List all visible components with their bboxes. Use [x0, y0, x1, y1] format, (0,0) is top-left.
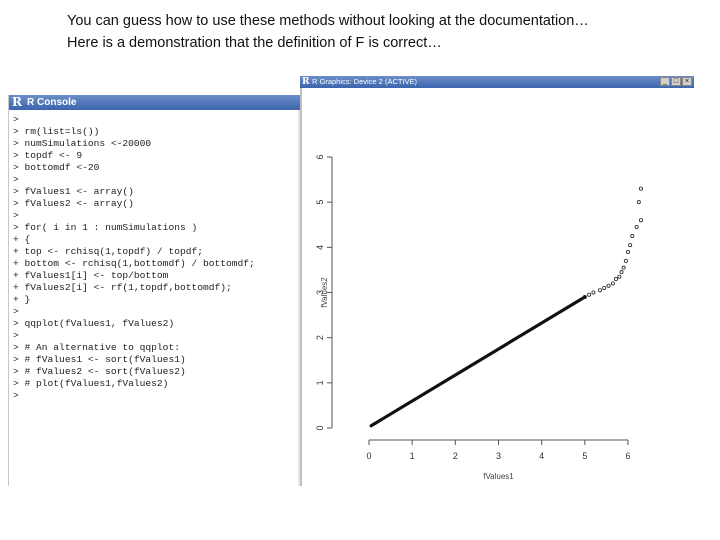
console-line: > — [13, 330, 19, 341]
r-logo-icon: R — [12, 95, 22, 109]
qq-point — [606, 283, 611, 288]
graphics-title: R Graphics: Device 2 (ACTIVE) — [312, 77, 418, 86]
x-tick-label: 5 — [582, 451, 587, 461]
console-titlebar[interactable]: R R Console — [9, 95, 300, 110]
console-line: + } — [13, 294, 31, 305]
y-tick-label: 5 — [315, 200, 325, 205]
qq-point — [613, 276, 618, 281]
x-axis-title: fValues1 — [483, 472, 514, 481]
x-tick-label: 0 — [366, 451, 371, 461]
qq-point — [636, 200, 641, 205]
maximize-button[interactable]: □ — [671, 77, 681, 86]
console-line: > — [13, 306, 19, 317]
console-line: > # fValues1 <- sort(fValues1) — [13, 354, 186, 365]
qq-point — [638, 218, 643, 223]
console-line: > bottomdf <-20 — [13, 162, 100, 173]
x-tick-label: 6 — [625, 451, 630, 461]
console-line: > qqplot(fValues1, fValues2) — [13, 318, 175, 329]
console-line: > # plot(fValues1,fValues2) — [13, 378, 169, 389]
qq-point — [623, 258, 628, 263]
console-line: > topdf <- 9 — [13, 150, 83, 161]
qq-point — [630, 234, 635, 239]
graphics-window-border — [300, 88, 302, 486]
x-tick-label: 4 — [539, 451, 544, 461]
qq-points-dense — [369, 295, 587, 428]
y-tick-label: 4 — [315, 245, 325, 250]
x-tick-label: 3 — [496, 451, 501, 461]
console-line: > — [13, 174, 19, 185]
r-logo-icon: R — [302, 77, 310, 87]
y-tick-label: 1 — [315, 380, 325, 385]
minimize-button[interactable]: _ — [660, 77, 670, 86]
console-line: > — [13, 390, 19, 401]
qq-plot: 0 1 2 3 4 5 6 0 1 2 3 4 5 6 fValues1 fValues2 — [315, 154, 643, 481]
qq-point — [591, 290, 596, 295]
console-line: > numSimulations <-20000 — [13, 138, 152, 149]
y-axis-title: fValues2 — [320, 277, 329, 308]
qq-point — [634, 225, 639, 230]
slide-caption: You can guess how to use these methods w… — [67, 10, 707, 54]
r-graphics-window[interactable]: R R Graphics: Device 2 (ACTIVE) _ □ × 0 1… — [300, 76, 694, 486]
qq-point — [582, 295, 587, 300]
close-button[interactable]: × — [682, 77, 692, 86]
console-line: + { — [13, 234, 31, 245]
console-line: > # An alternative to qqplot: — [13, 342, 180, 353]
qq-point — [597, 288, 602, 293]
qq-point — [625, 249, 630, 254]
console-line: > fValues1 <- array() — [13, 186, 134, 197]
console-line: > — [13, 210, 19, 221]
console-line: > — [13, 114, 19, 125]
console-line: > rm(list=ls()) — [13, 126, 100, 137]
console-line: > fValues2 <- array() — [13, 198, 134, 209]
console-line: + fValues2[i] <- rf(1,topdf,bottomdf); — [13, 282, 232, 293]
y-tick-label: 6 — [315, 154, 325, 159]
qq-point — [638, 186, 643, 191]
caption-line-2: Here is a demonstration that the definit… — [67, 35, 442, 51]
console-line: + top <- rchisq(1,topdf) / topdf; — [13, 246, 203, 257]
qq-point — [621, 265, 626, 270]
caption-line-1: You can guess how to use these methods w… — [67, 13, 589, 29]
qq-point — [610, 281, 615, 286]
console-output[interactable]: > > rm(list=ls()) > numSimulations <-20000… — [13, 114, 255, 402]
qq-point — [628, 243, 633, 248]
console-scrollbar[interactable] — [298, 110, 300, 486]
r-console-window[interactable]: R R Console > > rm(list=ls()) > numSimulat… — [8, 95, 300, 486]
qq-point — [602, 285, 607, 290]
x-tick-label: 2 — [453, 451, 458, 461]
console-line: > for( i in 1 : numSimulations ) — [13, 222, 198, 233]
console-line: + bottom <- rchisq(1,bottomdf) / bottomd… — [13, 258, 255, 269]
y-tick-label: 0 — [315, 425, 325, 430]
y-tick-label: 3 — [315, 290, 325, 295]
console-line: + fValues1[i] <- top/bottom — [13, 270, 169, 281]
qq-point — [619, 270, 624, 275]
console-line: > # fValues2 <- sort(fValues2) — [13, 366, 186, 377]
graphics-titlebar[interactable]: R R Graphics: Device 2 (ACTIVE) _ □ × — [300, 76, 694, 88]
console-title: R Console — [27, 97, 77, 108]
y-tick-label: 2 — [315, 335, 325, 340]
x-tick-label: 1 — [410, 451, 415, 461]
qq-point — [617, 274, 622, 279]
qq-point — [587, 292, 592, 297]
